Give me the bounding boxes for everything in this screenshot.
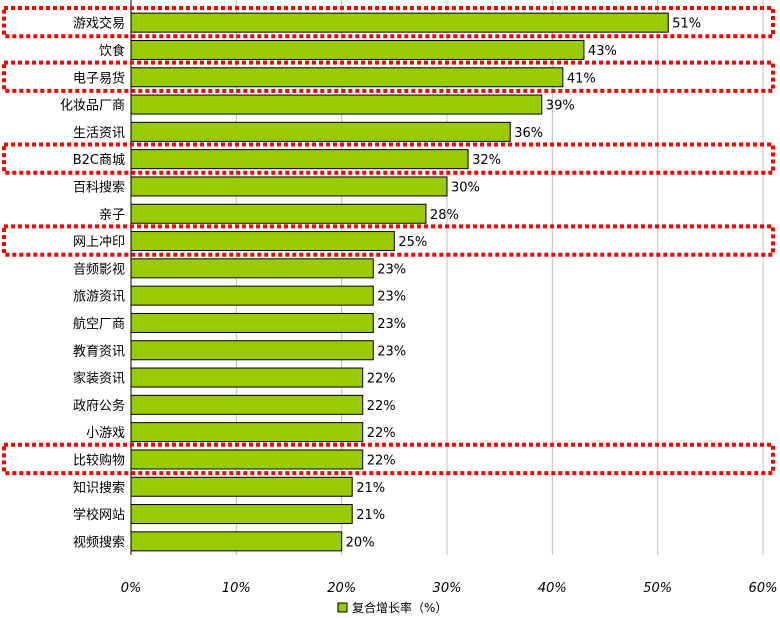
bar: [130, 39, 585, 60]
category-label: 知识搜索: [73, 480, 125, 496]
data-label: 22%: [367, 399, 396, 414]
bar: [130, 394, 364, 415]
bar: [130, 504, 353, 525]
legend-swatch: [337, 602, 348, 613]
data-label: 36%: [514, 126, 543, 141]
bar: [130, 67, 564, 88]
bar: [130, 203, 427, 224]
category-label: 学校网站: [73, 507, 125, 523]
category-label: 教育资讯: [73, 343, 125, 359]
x-tick-label: 30%: [433, 581, 462, 596]
category-label: 音频影视: [73, 261, 125, 277]
legend: 复合增长率（%）: [337, 600, 447, 615]
x-tick-label: 50%: [643, 581, 672, 596]
bar: [130, 285, 374, 306]
data-label: 41%: [567, 71, 596, 86]
category-label: 比较购物: [73, 452, 125, 468]
bar: [130, 367, 364, 388]
x-tick-label: 40%: [538, 581, 567, 596]
category-label: 亲子: [99, 208, 125, 223]
x-axis-ticks: 0% 10% 20% 30% 40% 50% 60%: [121, 581, 778, 596]
bar: [130, 531, 343, 552]
data-label: 25%: [398, 235, 427, 250]
category-label: 家装资讯: [73, 371, 125, 387]
category-label: 小游戏: [86, 426, 125, 441]
category-label: 游戏交易: [73, 16, 125, 32]
data-label: 51%: [672, 17, 701, 32]
data-label: 22%: [367, 426, 396, 441]
data-label: 23%: [377, 317, 406, 332]
bar: [130, 258, 374, 279]
category-label: 视频搜索: [73, 535, 125, 550]
bar: [130, 312, 374, 333]
bar: [130, 422, 364, 443]
category-label: 旅游资讯: [73, 290, 125, 305]
data-label: 32%: [472, 153, 501, 168]
data-label: 23%: [377, 262, 406, 277]
category-label: 生活资讯: [73, 126, 125, 141]
bars: [130, 12, 669, 552]
x-tick-label: 60%: [749, 581, 778, 596]
legend-label: 复合增长率（%）: [352, 600, 447, 615]
x-tick-label: 0%: [121, 581, 142, 596]
value-labels: 51% 43% 41% 39%36% 32% 30% 28%25% 23% 23% 23% 23% 2…: [346, 17, 701, 551]
bar: [130, 149, 469, 170]
data-label: 39%: [546, 99, 575, 114]
data-label: 28%: [430, 208, 459, 223]
data-label: 43%: [588, 44, 617, 59]
data-label: 21%: [356, 508, 385, 523]
bar: [130, 231, 395, 252]
data-label: 20%: [346, 535, 375, 550]
category-label: 网上冲印: [73, 235, 125, 250]
data-label: 23%: [377, 344, 406, 359]
category-label: 航空厂商: [73, 316, 125, 332]
category-label: 饮食: [99, 43, 125, 59]
category-label: B2C商城: [73, 153, 125, 168]
bar: [130, 121, 511, 142]
bar: [130, 476, 353, 497]
bar: [130, 340, 374, 361]
bar: [130, 449, 364, 470]
data-label: 21%: [356, 481, 385, 496]
category-label: 政府公务: [73, 398, 125, 414]
data-label: 23%: [377, 290, 406, 305]
data-label: 22%: [367, 453, 396, 468]
bar: [130, 176, 448, 197]
bar: [130, 12, 669, 33]
category-label: 电子易货: [73, 70, 125, 86]
data-label: 30%: [451, 180, 480, 195]
category-label: 化妆品厂商: [60, 99, 125, 114]
x-tick-label: 20%: [327, 581, 356, 596]
category-label: 百科搜索: [73, 180, 125, 195]
bar: [130, 94, 543, 115]
x-tick-label: 10%: [222, 581, 251, 596]
data-label: 22%: [367, 372, 396, 387]
